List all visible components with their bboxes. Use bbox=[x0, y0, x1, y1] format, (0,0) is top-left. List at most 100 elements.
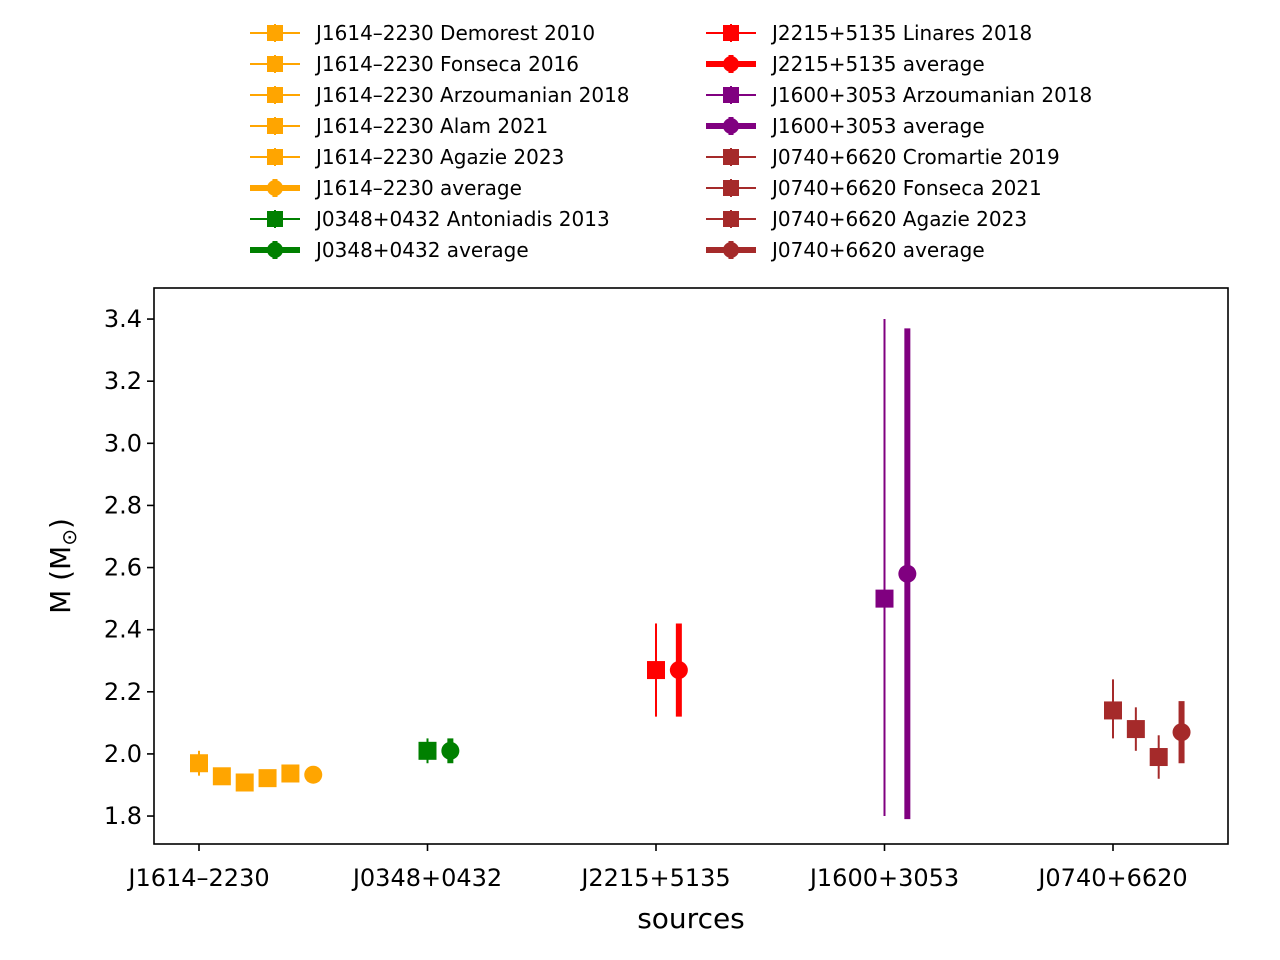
legend-entry-1-6: J0740+6620 Agazie 2023 bbox=[706, 207, 1027, 231]
x-tick-label-1: J0348+0432 bbox=[351, 864, 502, 892]
legend: J1614–2230 Demorest 2010 J1614–2230 Fonse… bbox=[250, 21, 1092, 262]
legend-entry-0-3: J1614–2230 Alam 2021 bbox=[250, 114, 548, 138]
x-tick-label-4: J0740+6620 bbox=[1036, 864, 1187, 892]
legend-entry-1-4: J0740+6620 Cromartie 2019 bbox=[706, 145, 1060, 169]
data-point-9 bbox=[669, 623, 688, 717]
legend-label: J0740+6620 Fonseca 2021 bbox=[770, 176, 1042, 200]
legend-entry-1-2: J1600+3053 Arzoumanian 2018 bbox=[706, 83, 1092, 107]
legend-entry-1-0: J2215+5135 Linares 2018 bbox=[706, 21, 1032, 45]
legend-entry-1-1: J2215+5135 average bbox=[706, 52, 985, 76]
y-tick-label-8: 3.4 bbox=[104, 305, 142, 333]
marker-square-14 bbox=[1149, 748, 1168, 767]
legend-entry-1-3: J1600+3053 average bbox=[706, 114, 985, 138]
x-tick-label-2: J2215+5135 bbox=[579, 864, 730, 892]
marker-square-12 bbox=[1104, 701, 1122, 720]
legend-marker-circle bbox=[723, 56, 739, 72]
marker-circle-7 bbox=[441, 741, 460, 760]
legend-marker-circle bbox=[723, 118, 739, 134]
x-axis: J1614–2230 J0348+0432 J2215+5135 J1600+3053… bbox=[126, 844, 1188, 892]
legend-marker-circle bbox=[723, 242, 739, 258]
marker-square-0 bbox=[190, 754, 208, 773]
legend-label: J1614–2230 Agazie 2023 bbox=[314, 145, 564, 169]
legend-label: J1614–2230 Arzoumanian 2018 bbox=[314, 83, 630, 107]
legend-entry-1-5: J0740+6620 Fonseca 2021 bbox=[706, 176, 1042, 200]
legend-marker-square bbox=[267, 211, 283, 227]
data-point-5 bbox=[304, 765, 323, 784]
legend-label: J1600+3053 average bbox=[770, 114, 985, 138]
marker-square-4 bbox=[281, 764, 300, 783]
legend-marker-square bbox=[723, 149, 739, 165]
plot-area: 1.8 2.0 2.2 2.4 2.6 2.8 3.0 3.2 3.4 J1614–2230 J0… bbox=[104, 287, 1229, 892]
marker-circle-5 bbox=[304, 765, 323, 784]
legend-entry-0-4: J1614–2230 Agazie 2023 bbox=[250, 145, 564, 169]
data-point-6 bbox=[418, 738, 437, 764]
data-point-2 bbox=[235, 773, 254, 792]
y-tick-label-2: 2.2 bbox=[104, 678, 142, 706]
legend-label: J1614–2230 Fonseca 2016 bbox=[314, 52, 579, 76]
legend-label: J1600+3053 Arzoumanian 2018 bbox=[770, 83, 1092, 107]
legend-entry-0-7: J0348+0432 average bbox=[250, 238, 529, 262]
data-point-10 bbox=[875, 319, 894, 817]
marker-square-13 bbox=[1126, 720, 1145, 739]
data-point-8 bbox=[647, 623, 665, 717]
marker-square-6 bbox=[418, 741, 437, 760]
axes-frame bbox=[153, 287, 1229, 845]
legend-label: J0740+6620 Cromartie 2019 bbox=[770, 145, 1060, 169]
marker-square-3 bbox=[258, 769, 277, 788]
legend-label: J1614–2230 Demorest 2010 bbox=[314, 21, 595, 45]
legend-marker-circle bbox=[267, 242, 283, 258]
legend-marker-square bbox=[723, 211, 739, 227]
y-tick-label-3: 2.4 bbox=[104, 616, 142, 644]
data-marks bbox=[190, 319, 1191, 820]
legend-label: J1614–2230 average bbox=[314, 176, 522, 200]
y-tick-label-0: 1.8 bbox=[104, 802, 142, 830]
x-axis-label: sources bbox=[637, 902, 745, 935]
y-axis-label-main: M (M bbox=[44, 546, 77, 614]
legend-marker-square bbox=[723, 87, 739, 103]
y-axis: 1.8 2.0 2.2 2.4 2.6 2.8 3.0 3.2 3.4 bbox=[104, 305, 154, 830]
legend-label: J0740+6620 Agazie 2023 bbox=[770, 207, 1027, 231]
legend-label: J2215+5135 average bbox=[770, 52, 985, 76]
legend-entry-0-5: J1614–2230 average bbox=[250, 176, 522, 200]
legend-marker-square bbox=[723, 25, 739, 41]
legend-label: J1614–2230 Alam 2021 bbox=[314, 114, 548, 138]
y-tick-label-1: 2.0 bbox=[104, 740, 142, 768]
legend-marker-circle bbox=[267, 180, 283, 196]
y-tick-label-7: 3.2 bbox=[104, 367, 142, 395]
legend-marker-square bbox=[267, 87, 283, 103]
marker-circle-11 bbox=[898, 564, 917, 583]
y-axis-label: M (M⊙) bbox=[44, 518, 81, 614]
marker-circle-15 bbox=[1172, 723, 1191, 742]
legend-entry-1-7: J0740+6620 average bbox=[706, 238, 985, 262]
legend-entry-0-6: J0348+0432 Antoniadis 2013 bbox=[250, 207, 610, 231]
marker-square-10 bbox=[875, 589, 894, 608]
x-tick-label-0: J1614–2230 bbox=[126, 864, 269, 892]
data-point-11 bbox=[898, 328, 917, 820]
data-point-1 bbox=[212, 767, 231, 786]
data-point-14 bbox=[1149, 735, 1168, 779]
y-axis-label-sub: ⊙ bbox=[57, 529, 81, 546]
data-point-0 bbox=[190, 750, 208, 776]
legend-label: J0348+0432 Antoniadis 2013 bbox=[314, 207, 610, 231]
y-tick-label-4: 2.6 bbox=[104, 554, 142, 582]
legend-entry-0-1: J1614–2230 Fonseca 2016 bbox=[250, 52, 579, 76]
legend-entry-0-2: J1614–2230 Arzoumanian 2018 bbox=[250, 83, 630, 107]
data-point-15 bbox=[1172, 701, 1191, 764]
legend-label: J0740+6620 average bbox=[770, 238, 985, 262]
legend-marker-square bbox=[723, 180, 739, 196]
y-axis-label-close: ) bbox=[44, 518, 77, 529]
marker-circle-9 bbox=[669, 661, 688, 680]
data-point-4 bbox=[281, 764, 300, 783]
legend-marker-square bbox=[267, 149, 283, 165]
y-tick-label-5: 2.8 bbox=[104, 491, 142, 519]
legend-marker-square bbox=[267, 118, 283, 134]
legend-entry-0-0: J1614–2230 Demorest 2010 bbox=[250, 21, 595, 45]
data-point-12 bbox=[1104, 679, 1122, 739]
marker-square-1 bbox=[212, 767, 231, 786]
legend-label: J0348+0432 average bbox=[314, 238, 529, 262]
marker-square-8 bbox=[647, 661, 665, 680]
y-tick-label-6: 3.0 bbox=[104, 429, 142, 457]
data-point-7 bbox=[441, 738, 460, 764]
